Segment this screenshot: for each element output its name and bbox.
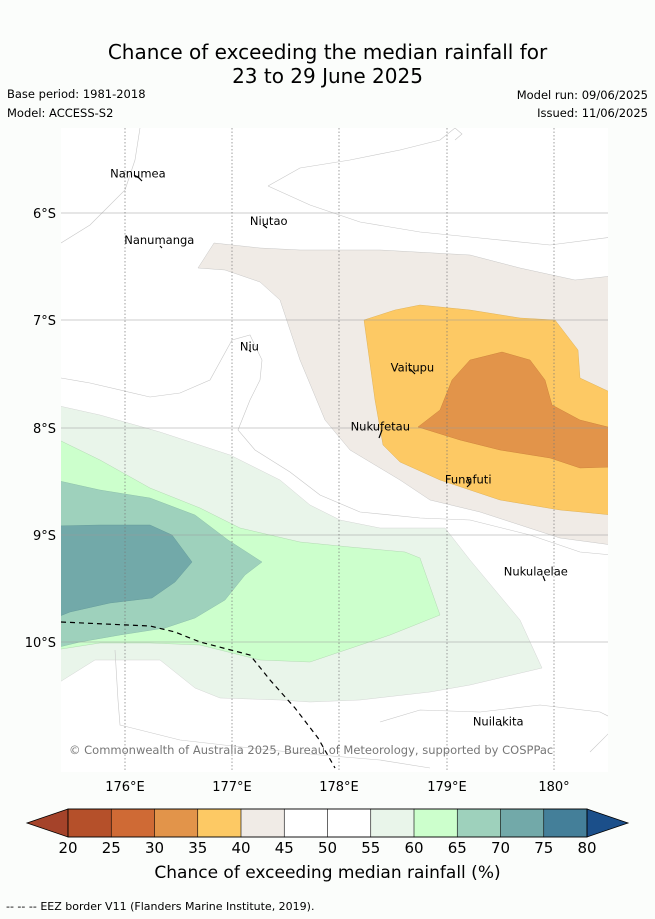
colorbar-tick-35: 35 bbox=[188, 839, 207, 857]
lat-label-7s: 7°S bbox=[33, 314, 56, 329]
colorbar-cell-70-75 bbox=[500, 808, 545, 838]
place-label-nukulaelae: Nukulaelae bbox=[504, 565, 568, 579]
title-line-2: 23 to 29 June 2025 bbox=[232, 64, 423, 88]
place-label-nukufetau: Nukufetau bbox=[351, 420, 410, 434]
colorbar-cell-45-50 bbox=[283, 808, 329, 838]
eez-legend-symbol: -- -- -- bbox=[6, 900, 37, 913]
colorbar-under-arrow bbox=[25, 808, 69, 838]
place-label-funafuti: Funafuti bbox=[445, 472, 492, 486]
colorbar-tick-55: 55 bbox=[361, 839, 380, 857]
place-label-niu: Niu bbox=[240, 339, 259, 353]
lon-label-179e: 179°E bbox=[427, 780, 467, 795]
colorbar-tick-60: 60 bbox=[404, 839, 423, 857]
place-label-nanumea: Nanumea bbox=[110, 167, 166, 181]
lon-axis: 176°E 177°E 178°E 179°E 180° bbox=[105, 780, 569, 795]
colorbar-cell-65-70 bbox=[456, 808, 502, 838]
colorbar-tick-80: 80 bbox=[577, 839, 596, 857]
colorbar-tick-25: 25 bbox=[102, 839, 121, 857]
grid bbox=[61, 128, 608, 772]
colorbar-cell-25-30 bbox=[110, 808, 156, 838]
lon-label-176e: 176°E bbox=[105, 780, 145, 795]
title-line-1: Chance of exceeding the median rainfall … bbox=[107, 40, 548, 64]
colorbar-tick-70: 70 bbox=[491, 839, 510, 857]
contour-lines bbox=[61, 128, 608, 769]
colorbar-tick-40: 40 bbox=[231, 839, 250, 857]
map-title: Chance of exceeding the median rainfall … bbox=[0, 40, 655, 88]
colorbar: 20 25 30 35 40 45 50 55 60 65 70 75 80 bbox=[25, 808, 630, 857]
islands bbox=[133, 174, 546, 727]
lat-axis: 6°S 7°S 8°S 9°S 10°S bbox=[25, 207, 56, 651]
model-run: Model run: 09/06/2025 bbox=[516, 88, 648, 102]
issued-date: Issued: 11/06/2025 bbox=[537, 106, 648, 120]
copyright-notice: © Commonwealth of Australia 2025, Bureau… bbox=[69, 743, 553, 757]
colorbar-cell-20-25 bbox=[67, 808, 112, 838]
eez-legend-text: EEZ border V11 (Flanders Marine Institut… bbox=[40, 900, 315, 913]
colorbar-cell-55-60 bbox=[370, 808, 415, 838]
colorbar-tick-30: 30 bbox=[145, 839, 164, 857]
model-name: Model: ACCESS-S2 bbox=[7, 106, 114, 120]
place-label-nuilakita: Nuilakita bbox=[473, 715, 524, 729]
base-period: Base period: 1981-2018 bbox=[7, 87, 146, 101]
lat-label-8s: 8°S bbox=[33, 422, 56, 437]
place-label-niutao: Niutao bbox=[250, 214, 288, 228]
zone-30-35 bbox=[417, 351, 608, 469]
colorbar-over-arrow bbox=[586, 808, 630, 838]
colorbar-cell-75-80 bbox=[543, 808, 588, 838]
lat-label-10s: 10°S bbox=[25, 636, 56, 651]
eez-border bbox=[60, 621, 336, 769]
lat-label-6s: 6°S bbox=[33, 207, 56, 222]
colorbar-cell-35-40 bbox=[197, 808, 242, 838]
colorbar-cell-60-65 bbox=[413, 808, 458, 838]
colorbar-tick-20: 20 bbox=[58, 839, 77, 857]
place-label-nanumanga: Nanumanga bbox=[124, 233, 194, 247]
lon-label-180: 180° bbox=[538, 780, 569, 795]
place-label-vaitupu: Vaitupu bbox=[391, 361, 435, 375]
eez-legend: -- -- -- EEZ border V11 (Flanders Marine… bbox=[6, 900, 314, 913]
zone-70-75 bbox=[61, 524, 193, 616]
colorbar-tick-65: 65 bbox=[448, 839, 467, 857]
place-labels: Nanumea Nanumanga Niutao Niu Vaitupu Nukufeta… bbox=[110, 167, 568, 729]
colorbar-tick-50: 50 bbox=[318, 839, 337, 857]
colorbar-cell-30-35 bbox=[154, 808, 199, 838]
colorbar-title: Chance of exceeding median rainfall (%) bbox=[154, 863, 501, 883]
colorbar-tick-45: 45 bbox=[275, 839, 294, 857]
colorbar-cell-50-55 bbox=[327, 808, 372, 838]
lon-label-178e: 178°E bbox=[319, 780, 359, 795]
colorbar-cell-40-45 bbox=[240, 808, 285, 838]
lat-label-9s: 9°S bbox=[33, 529, 56, 544]
colorbar-tick-75: 75 bbox=[534, 839, 553, 857]
lon-label-177e: 177°E bbox=[212, 780, 252, 795]
